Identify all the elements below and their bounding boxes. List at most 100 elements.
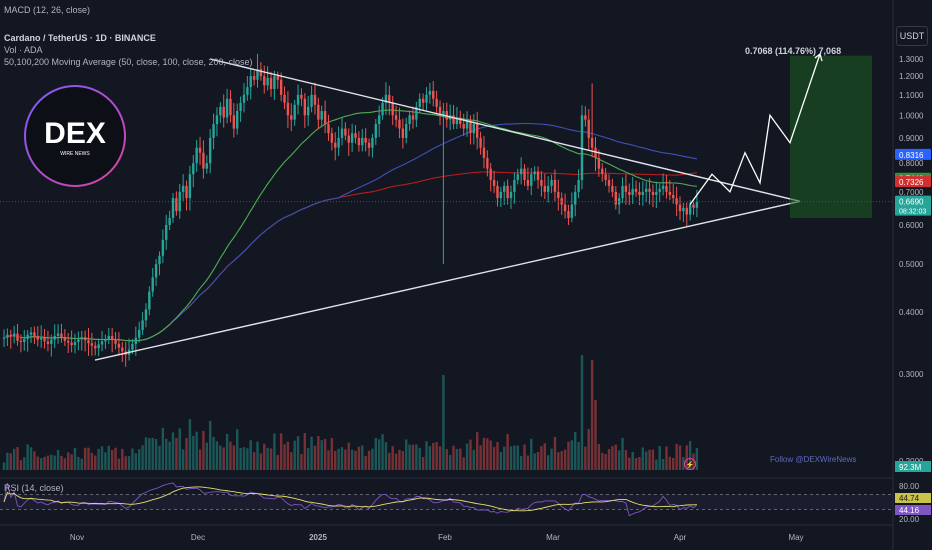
volume-bar bbox=[276, 455, 279, 470]
volume-bar bbox=[570, 440, 574, 470]
candle-body bbox=[175, 198, 178, 212]
candle-body bbox=[188, 174, 192, 199]
volume-bar bbox=[621, 437, 624, 470]
volume-bar bbox=[519, 455, 523, 470]
candle-body bbox=[675, 198, 678, 205]
volume-bar bbox=[594, 400, 597, 470]
volume-bar bbox=[148, 438, 151, 470]
volume-bar bbox=[269, 448, 273, 470]
volume-bar bbox=[435, 441, 438, 470]
time-tick-label: Nov bbox=[70, 533, 84, 542]
volume-bar bbox=[222, 447, 225, 470]
candle-body bbox=[151, 277, 154, 292]
volume-bar bbox=[597, 444, 601, 470]
candle-body bbox=[259, 69, 263, 77]
volume-bar bbox=[651, 449, 655, 470]
candle-body bbox=[334, 142, 337, 148]
volume-bar bbox=[307, 448, 310, 470]
candle-body bbox=[83, 337, 87, 341]
symbol-title: Cardano / TetherUS · 1D · BINANCE bbox=[4, 33, 156, 43]
volume-bar bbox=[121, 448, 124, 470]
volume-bar bbox=[83, 447, 87, 470]
candle-body bbox=[246, 87, 249, 95]
volume-bar bbox=[43, 456, 46, 470]
volume-bar bbox=[371, 448, 374, 470]
volume-bar bbox=[614, 444, 617, 470]
candle-body bbox=[516, 174, 519, 180]
volume-bar bbox=[428, 446, 432, 470]
candle-body bbox=[462, 124, 465, 129]
rsi-tick-label: 80.00 bbox=[899, 482, 920, 491]
time-tick-label: Dec bbox=[191, 533, 205, 542]
candle-body bbox=[202, 152, 205, 169]
dex-logo: DEX WIRE NEWS bbox=[24, 85, 126, 187]
volume-bar bbox=[648, 449, 651, 470]
volume-bar bbox=[601, 452, 604, 470]
volume-bar bbox=[263, 443, 266, 470]
candle-body bbox=[432, 90, 435, 99]
candle-body bbox=[134, 337, 138, 344]
volume-bar bbox=[229, 441, 232, 470]
candle-body bbox=[394, 115, 398, 120]
volume-bar bbox=[171, 432, 175, 470]
volume-bar bbox=[631, 451, 634, 470]
volume-bar bbox=[36, 456, 39, 470]
volume-bar bbox=[202, 430, 205, 470]
volume-bar bbox=[60, 455, 63, 470]
volume-bar bbox=[590, 360, 594, 470]
price-axis[interactable]: 1.3000 1.2000 1.1000 1.0000 0.9000 0.8000 0.70… bbox=[895, 55, 931, 472]
candle-body bbox=[117, 343, 121, 348]
volume-bar bbox=[279, 433, 283, 470]
candle-body bbox=[519, 168, 523, 175]
candle-body bbox=[438, 106, 442, 116]
volume-bar bbox=[259, 453, 263, 470]
volume-bar bbox=[685, 445, 688, 470]
rsi-ma-line bbox=[3, 486, 697, 512]
candle-body bbox=[496, 185, 499, 199]
candle-body bbox=[77, 339, 80, 343]
candle-body bbox=[367, 142, 371, 148]
volume-bar bbox=[655, 459, 658, 470]
ma50-line bbox=[20, 109, 697, 342]
volume-bar bbox=[327, 450, 330, 470]
candle-body bbox=[553, 179, 557, 192]
candle-body bbox=[43, 337, 46, 342]
price-tick-label: 0.3000 bbox=[899, 370, 924, 379]
candle-body bbox=[185, 185, 188, 199]
volume-bar bbox=[459, 448, 462, 470]
volume-bar bbox=[80, 458, 83, 470]
candle-body bbox=[269, 77, 273, 90]
candle-body bbox=[688, 204, 692, 215]
candle-body bbox=[290, 115, 293, 120]
volume-bar bbox=[178, 428, 181, 470]
candle-body bbox=[181, 185, 185, 192]
candle-body bbox=[67, 340, 70, 343]
volume-bar bbox=[563, 449, 567, 470]
volume-bar bbox=[553, 436, 557, 470]
candle-body bbox=[479, 137, 482, 148]
volume-bar bbox=[242, 447, 246, 470]
candle-body bbox=[296, 94, 300, 105]
volume-bar bbox=[107, 445, 110, 470]
volume-bar bbox=[232, 445, 236, 470]
candle-body bbox=[195, 147, 198, 164]
volume-bar bbox=[381, 434, 384, 470]
macd-label: MACD (12, 26, close) bbox=[4, 5, 91, 15]
time-axis[interactable]: Nov Dec 2025 Feb Mar Apr May bbox=[70, 533, 804, 542]
volume-bar bbox=[100, 446, 104, 470]
candle-body bbox=[107, 335, 110, 339]
volume-bar bbox=[665, 446, 668, 470]
currency-unit-button[interactable]: USDT bbox=[896, 26, 928, 46]
volume-bar bbox=[138, 449, 141, 470]
time-tick-label: Mar bbox=[546, 533, 560, 542]
candle-body bbox=[624, 185, 628, 192]
volume-bar bbox=[290, 452, 293, 470]
candle-body bbox=[158, 255, 161, 265]
candle-body bbox=[550, 179, 553, 186]
candle-body bbox=[178, 191, 181, 212]
candle-body bbox=[398, 119, 401, 129]
candle-body bbox=[310, 94, 313, 107]
volume-bar bbox=[6, 452, 9, 470]
price-tag-value: 0.6690 bbox=[899, 198, 924, 207]
